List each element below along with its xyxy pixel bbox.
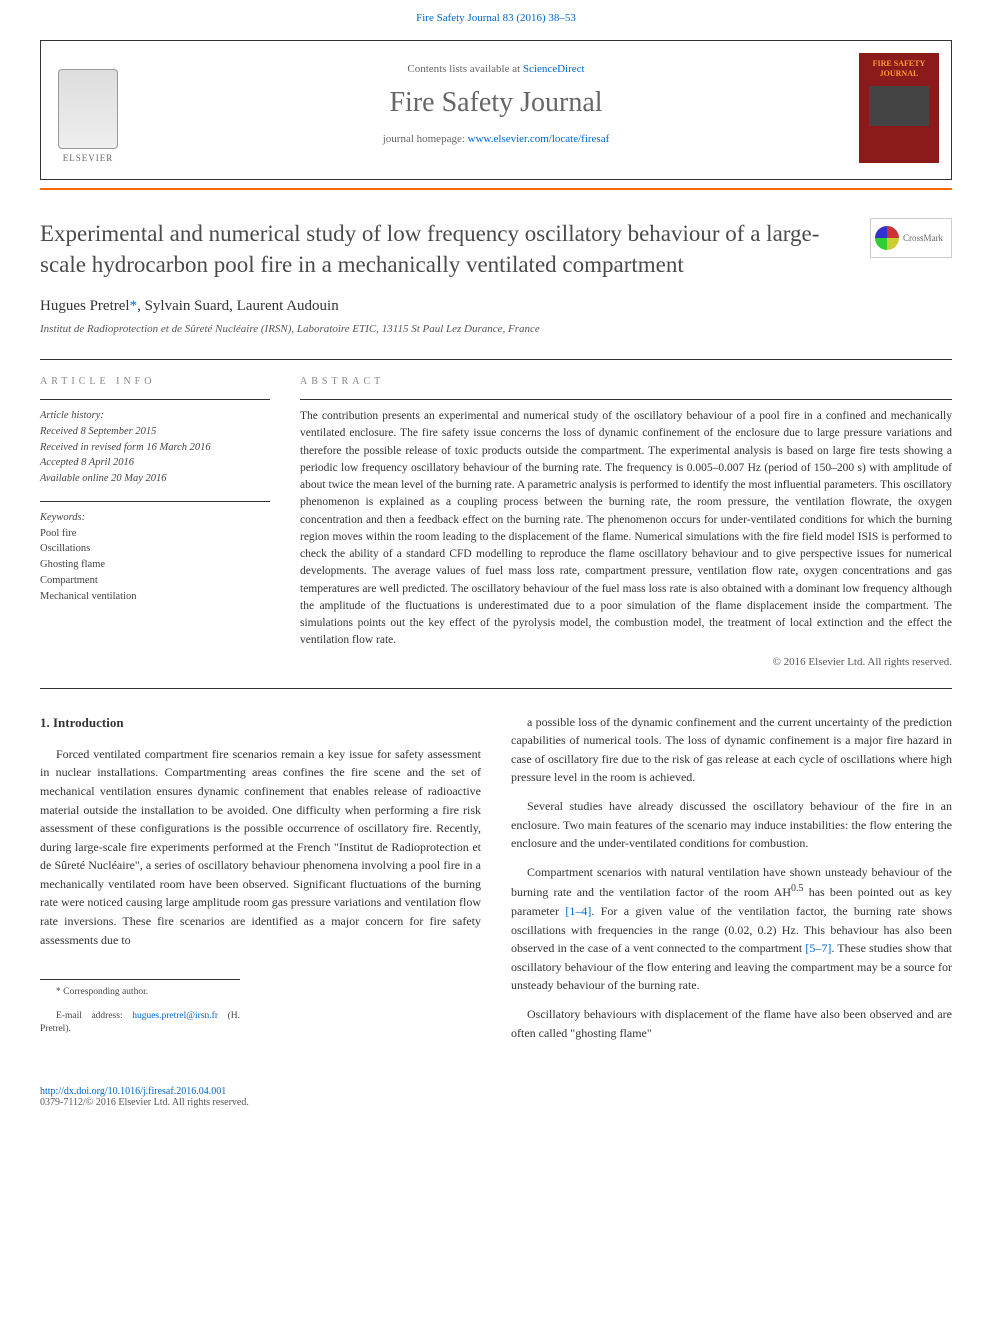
cover-image xyxy=(869,86,929,126)
divider-mid xyxy=(40,688,952,689)
cover-title: FIRE SAFETY JOURNAL xyxy=(865,59,933,78)
corresponding-asterisk: * xyxy=(130,298,138,314)
keyword-item: Mechanical ventilation xyxy=(40,589,270,605)
history-received: Received 8 September 2015 xyxy=(40,424,270,440)
publisher-name: ELSEVIER xyxy=(63,153,114,163)
header-center: Contents lists available at ScienceDirec… xyxy=(41,41,951,145)
footnote-corr: * Corresponding author. xyxy=(40,986,240,999)
affiliation: Institut de Radioprotection et de Sûreté… xyxy=(40,323,952,335)
copyright: © 2016 Elsevier Ltd. All rights reserved… xyxy=(300,656,952,668)
keywords-block: Keywords: Pool fire Oscillations Ghostin… xyxy=(40,501,270,605)
body-columns: 1. Introduction Forced ventilated compar… xyxy=(40,713,952,1053)
body-para: Several studies have already discussed t… xyxy=(511,797,952,853)
body-para: Forced ventilated compartment fire scena… xyxy=(40,745,481,950)
contents-line: Contents lists available at ScienceDirec… xyxy=(41,63,951,75)
footnote-email: E-mail address: hugues.pretrel@irsn.fr (… xyxy=(40,1010,240,1037)
abstract-label: ABSTRACT xyxy=(300,376,952,387)
journal-cover: FIRE SAFETY JOURNAL xyxy=(859,53,939,163)
keyword-item: Ghosting flame xyxy=(40,557,270,573)
crossmark-badge[interactable]: CrossMark xyxy=(870,218,952,258)
homepage-link[interactable]: www.elsevier.com/locate/firesaf xyxy=(468,133,610,145)
superscript: 0.5 xyxy=(791,883,804,894)
keyword-item: Compartment xyxy=(40,573,270,589)
issn-text: 0379-7112/© 2016 Elsevier Ltd. All right… xyxy=(40,1097,249,1108)
keywords-label: Keywords: xyxy=(40,510,270,526)
doi-link[interactable]: http://dx.doi.org/10.1016/j.firesaf.2016… xyxy=(40,1086,226,1097)
history-revised: Received in revised form 16 March 2016 xyxy=(40,440,270,456)
bottom-info: http://dx.doi.org/10.1016/j.firesaf.2016… xyxy=(40,1086,952,1108)
ref-link[interactable]: [1–4] xyxy=(565,904,591,918)
homepage-prefix: journal homepage: xyxy=(383,133,468,145)
keyword-item: Oscillations xyxy=(40,541,270,557)
article-info-label: ARTICLE INFO xyxy=(40,376,270,387)
history-block: Article history: Received 8 September 20… xyxy=(40,399,270,487)
journal-name: Fire Safety Journal xyxy=(41,87,951,119)
history-label: Article history: xyxy=(40,408,270,424)
article-title: Experimental and numerical study of low … xyxy=(40,218,840,280)
crossmark-text: CrossMark xyxy=(903,233,943,243)
crossmark-icon xyxy=(875,226,899,250)
top-journal-link[interactable]: Fire Safety Journal 83 (2016) 38–53 xyxy=(416,12,576,24)
body-col-right: a possible loss of the dynamic confineme… xyxy=(511,713,952,1053)
authors: Hugues Pretrel*, Sylvain Suard, Laurent … xyxy=(40,298,952,315)
email-label: E-mail address: xyxy=(56,1011,132,1021)
body-para: Oscillatory behaviours with displacement… xyxy=(511,1005,952,1042)
keyword-item: Pool fire xyxy=(40,526,270,542)
journal-header: ELSEVIER Contents lists available at Sci… xyxy=(40,40,952,180)
body-para: Compartment scenarios with natural venti… xyxy=(511,863,952,995)
body-col-left: 1. Introduction Forced ventilated compar… xyxy=(40,713,481,1053)
history-accepted: Accepted 8 April 2016 xyxy=(40,455,270,471)
footnotes: * Corresponding author. E-mail address: … xyxy=(40,979,240,1036)
body-para: a possible loss of the dynamic confineme… xyxy=(511,713,952,787)
sciencedirect-link[interactable]: ScienceDirect xyxy=(523,63,585,75)
authors-rest: , Sylvain Suard, Laurent Audouin xyxy=(137,298,339,314)
info-abstract-row: ARTICLE INFO Article history: Received 8… xyxy=(40,376,952,668)
email-link[interactable]: hugues.pretrel@irsn.fr xyxy=(132,1011,218,1021)
divider-top xyxy=(40,359,952,360)
author-primary: Hugues Pretrel xyxy=(40,298,130,314)
top-journal-ref: Fire Safety Journal 83 (2016) 38–53 xyxy=(0,0,992,32)
abstract-text: The contribution presents an experimenta… xyxy=(300,399,952,650)
article-info-col: ARTICLE INFO Article history: Received 8… xyxy=(40,376,270,668)
article-area: CrossMark Experimental and numerical stu… xyxy=(0,190,992,1072)
publisher-logo: ELSEVIER xyxy=(53,53,123,163)
abstract-col: ABSTRACT The contribution presents an ex… xyxy=(300,376,952,668)
history-online: Available online 20 May 2016 xyxy=(40,471,270,487)
homepage-line: journal homepage: www.elsevier.com/locat… xyxy=(41,133,951,145)
ref-link[interactable]: [5–7] xyxy=(805,941,831,955)
elsevier-tree-icon xyxy=(58,69,118,149)
contents-prefix: Contents lists available at xyxy=(407,63,522,75)
section-heading: 1. Introduction xyxy=(40,713,481,733)
